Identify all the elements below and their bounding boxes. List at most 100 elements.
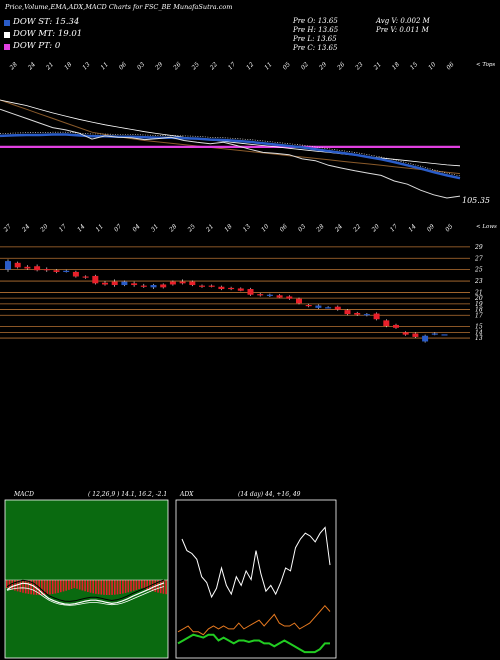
candle-body (393, 324, 399, 328)
candle-body (208, 285, 215, 287)
macd-hist-bar (8, 580, 11, 589)
macd-hist-bar (78, 580, 81, 590)
bottom-date-label: 17 (389, 223, 399, 233)
candle-body (257, 294, 264, 296)
pre-low: Pre L: 13.65 (293, 35, 337, 43)
adx-line (181, 526, 331, 599)
candle-body (102, 282, 108, 285)
macd-hist-bar (19, 580, 22, 593)
macd-hist-bar (84, 580, 86, 592)
macd-hist-bar (51, 580, 54, 594)
candle-body (14, 262, 21, 268)
top-date-label: 18 (391, 61, 401, 71)
candle-body (402, 332, 409, 335)
macd-signal-line (6, 586, 165, 606)
candle-body (111, 281, 118, 286)
adx-params: (14 day) 44, +16, 49 (238, 491, 301, 498)
macd-shadow-line (6, 579, 165, 602)
macd-hist-bar (11, 580, 13, 590)
top-date-label: 23 (354, 61, 365, 72)
candle-body (179, 281, 186, 284)
macd-hist-bar (122, 580, 124, 594)
top-date-label: 29 (317, 61, 328, 72)
candle-body (189, 281, 196, 286)
candle-body (315, 305, 322, 308)
candle-body (92, 275, 99, 284)
macd-hist-bar (76, 580, 78, 589)
macd-hist-bar (108, 580, 111, 595)
candle-body (266, 294, 273, 296)
level-label: 18 (475, 307, 483, 314)
bottom-date-label: 04 (131, 223, 141, 233)
macd-hist-bar (6, 580, 8, 588)
macd-hist-bar (116, 580, 119, 595)
macd-hist-bar (22, 580, 24, 593)
bottom-date-label: 20 (370, 223, 381, 234)
macd-hist-bar (132, 580, 135, 591)
macd-hist-bar (27, 580, 30, 594)
macd-hist-bar (57, 580, 59, 593)
candle-body (373, 313, 380, 320)
bottom-date-label: 07 (113, 223, 123, 233)
top-date-label: 11 (99, 61, 109, 71)
macd-hist-bar (24, 580, 27, 594)
tops-label: < Tops (476, 62, 496, 68)
macd-hist-bar (146, 580, 148, 590)
candle-body (237, 288, 244, 291)
candle-body (422, 335, 429, 342)
top-date-label: 28 (8, 61, 19, 72)
lows-label: < Lows (476, 224, 497, 230)
macd-hist-bar (97, 580, 100, 595)
top-date-label: 21 (372, 61, 383, 72)
top-date-label: 17 (227, 61, 237, 71)
dow-st-swatch (4, 20, 10, 26)
top-date-label: 10 (427, 61, 437, 71)
candle-body (441, 334, 448, 336)
bottom-date-label: 24 (20, 223, 31, 234)
macd-line (6, 582, 165, 605)
candle-body (218, 286, 225, 290)
price-line (0, 108, 461, 199)
top-date-label: 06 (118, 61, 128, 71)
macd-hist-bar (165, 580, 167, 595)
avg-volume: Avg V: 0.002 M (376, 17, 430, 25)
top-date-label: 26 (172, 61, 183, 72)
top-date-label: 18 (63, 61, 73, 71)
level-label: 23 (474, 278, 483, 285)
adx-minus-di-line (177, 604, 331, 636)
dow-pt-label: DOW PT: 0 (13, 41, 61, 51)
macd-hist-bar (46, 580, 49, 595)
macd-hist-bar (49, 580, 51, 595)
macd-hist-bar (70, 580, 73, 589)
macd-hist-bar (105, 580, 108, 595)
candle-body (383, 320, 390, 327)
bottom-date-label: 14 (407, 223, 417, 233)
candle-body (276, 295, 283, 298)
macd-hist-bar (81, 580, 84, 591)
bottom-date-label: 06 (278, 223, 288, 233)
dow-st-label: DOW ST: 15.34 (13, 17, 80, 27)
macd-hist-bar (159, 580, 162, 594)
top-date-label: 22 (208, 61, 219, 72)
macd-hist-bar (54, 580, 57, 594)
top-date-label: 03 (136, 61, 146, 71)
candle-body (63, 270, 70, 272)
level-label: 21 (474, 289, 483, 296)
top-date-label: 25 (190, 61, 201, 72)
top-date-label: 13 (81, 61, 91, 71)
top-date-label: 29 (153, 61, 164, 72)
pre-open: Pre O: 13.65 (293, 17, 338, 25)
macd-hist-bar (16, 580, 19, 592)
level-label: 14 (475, 329, 483, 336)
bottom-date-label: 13 (242, 223, 252, 233)
top-date-label: 24 (26, 61, 37, 72)
macd-hist-bar (127, 580, 130, 593)
top-date-label: 12 (245, 61, 255, 71)
macd-hist-bar (89, 580, 92, 593)
dow-mt-swatch (4, 32, 10, 38)
macd-hist-bar (92, 580, 94, 594)
macd-hist-bar (151, 580, 154, 592)
macd-hist-bar (73, 580, 76, 589)
level-label: 17 (475, 312, 483, 319)
pre-close: Pre C: 13.65 (293, 44, 338, 52)
